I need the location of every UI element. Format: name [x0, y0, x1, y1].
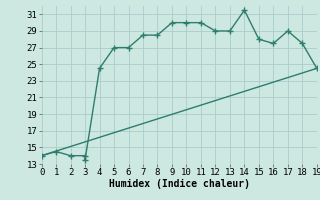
X-axis label: Humidex (Indice chaleur): Humidex (Indice chaleur)	[109, 179, 250, 189]
